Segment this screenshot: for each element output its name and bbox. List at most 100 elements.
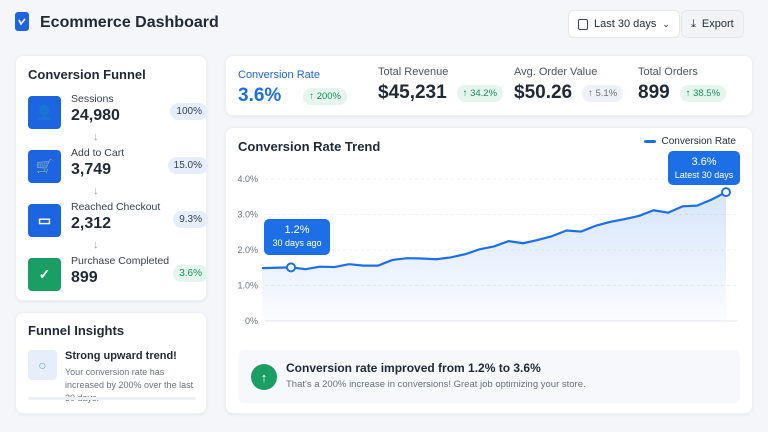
data-point bbox=[275, 267, 277, 269]
data-point bbox=[333, 266, 335, 268]
data-point bbox=[348, 263, 350, 265]
kpi-conversion-rate: Conversion Rate 3.6% ↑ 200% bbox=[238, 66, 347, 107]
funnel-step-label: Reached Checkout bbox=[71, 201, 161, 213]
funnel-step: ✓ Purchase Completed 899 3.6% bbox=[28, 255, 208, 292]
credit-card-icon: ▭ bbox=[28, 204, 61, 237]
calendar-icon bbox=[578, 18, 588, 30]
data-point bbox=[551, 235, 553, 237]
insight-heading: Strong upward trend! bbox=[65, 350, 177, 362]
date-range-select[interactable]: Last 30 days ⌄ bbox=[568, 10, 680, 38]
check-icon: ✓ bbox=[28, 258, 61, 291]
data-point bbox=[507, 240, 509, 242]
kpi-value-row: 899 ↑ 38.5% bbox=[638, 82, 727, 104]
kpi-value: $50.26 bbox=[514, 82, 573, 103]
data-point bbox=[721, 187, 731, 198]
data-point bbox=[261, 267, 263, 269]
data-point bbox=[667, 212, 669, 214]
summary-title: Conversion rate improved from 1.2% to 3.… bbox=[286, 361, 541, 375]
data-point bbox=[449, 256, 451, 258]
kpi-card: Conversion Rate 3.6% ↑ 200% Total Revenue… bbox=[225, 55, 753, 116]
funnel-step-value: 2,312 bbox=[71, 215, 112, 232]
funnel-step: 🛒 Add to Cart 3,749 15.0% bbox=[28, 147, 208, 184]
start-callout-label: 30 days ago bbox=[272, 238, 322, 248]
page-title: Ecommerce Dashboard bbox=[40, 14, 219, 31]
data-point bbox=[696, 204, 698, 206]
y-tick-label: 1.0% bbox=[237, 281, 258, 291]
data-point bbox=[565, 229, 567, 231]
kpi-total-revenue: Total Revenue $45,231 ↑ 34.2% bbox=[378, 66, 504, 104]
kpi-change-badge: ↑ 5.1% bbox=[582, 84, 624, 102]
kpi-label: Total Revenue bbox=[378, 66, 449, 78]
data-point bbox=[493, 245, 495, 247]
y-tick-label: 3.0% bbox=[237, 210, 258, 220]
y-tick-label: 4.0% bbox=[237, 174, 258, 184]
data-point bbox=[522, 242, 524, 244]
data-point bbox=[478, 248, 480, 250]
funnel-insights-card: Funnel Insights ○ Strong upward trend! Y… bbox=[15, 312, 207, 414]
export-label: Export bbox=[701, 18, 734, 30]
funnel-step-label: Purchase Completed bbox=[71, 255, 170, 267]
cart-icon: 🛒 bbox=[28, 150, 61, 183]
funnel-step-percent: 15.0% bbox=[167, 157, 208, 174]
start-callout: 1.2% 30 days ago bbox=[264, 219, 330, 255]
funnel-step: 👤 Sessions 24,980 100% bbox=[28, 93, 208, 130]
data-point bbox=[286, 262, 296, 273]
chart-legend: Conversion Rate bbox=[643, 136, 736, 147]
data-point bbox=[406, 257, 408, 259]
data-point bbox=[710, 198, 712, 200]
end-callout: 3.6% Latest 30 days bbox=[668, 151, 740, 185]
date-range-label: Last 30 days bbox=[594, 18, 657, 30]
data-point bbox=[464, 253, 466, 255]
kpi-total-orders: Total Orders 899 ↑ 38.5% bbox=[638, 66, 727, 104]
data-point bbox=[377, 264, 379, 266]
kpi-label: Total Orders bbox=[638, 66, 698, 78]
funnel-step-value: 899 bbox=[71, 269, 98, 286]
data-point bbox=[609, 221, 611, 223]
funnel-step-value: 24,980 bbox=[71, 107, 120, 124]
trend-chart: 0%1.0%2.0%3.0%4.0%Mar 25Mar 30Apr 4Apr 9… bbox=[237, 174, 738, 326]
data-point bbox=[594, 225, 596, 227]
conversion-funnel-card: Conversion Funnel 👤 Sessions 24,980 100%… bbox=[15, 55, 208, 301]
data-point bbox=[391, 259, 393, 261]
arrow-down-icon: ↓ bbox=[93, 131, 99, 143]
kpi-value: 899 bbox=[638, 82, 670, 103]
chevron-down-icon: ⌄ bbox=[662, 18, 670, 29]
funnel-title: Conversion Funnel bbox=[28, 67, 146, 82]
kpi-change-badge: ↑ 34.2% bbox=[456, 84, 504, 102]
kpi-change-badge: ↑ 38.5% bbox=[679, 84, 727, 102]
funnel-step-label: Sessions bbox=[71, 93, 114, 105]
y-tick-label: 0% bbox=[245, 316, 258, 326]
insight-progress-track bbox=[28, 397, 196, 400]
data-point bbox=[652, 209, 654, 211]
data-point bbox=[435, 258, 437, 260]
user-icon: 👤 bbox=[28, 96, 61, 129]
data-point bbox=[420, 257, 422, 259]
kpi-value-row: 3.6% ↑ 200% bbox=[238, 85, 347, 107]
lightbulb-icon: ○ bbox=[28, 350, 57, 380]
kpi-label: Avg. Order Value bbox=[514, 66, 598, 78]
legend-label: Conversion Rate bbox=[661, 136, 736, 147]
data-point bbox=[623, 218, 625, 220]
download-icon: ⤓ bbox=[691, 17, 696, 30]
arrow-down-icon: ↓ bbox=[93, 239, 99, 251]
data-point bbox=[362, 264, 364, 266]
kpi-label: Conversion Rate bbox=[238, 69, 320, 81]
export-button[interactable]: ⤓ Export bbox=[681, 10, 744, 38]
data-point bbox=[304, 268, 306, 270]
end-callout-label: Latest 30 days bbox=[674, 170, 734, 180]
shopping-bag-icon bbox=[18, 18, 26, 26]
chart-title: Conversion Rate Trend bbox=[238, 139, 381, 154]
funnel-step-value: 3,749 bbox=[71, 161, 112, 178]
data-point bbox=[319, 265, 321, 267]
funnel-step-label: Add to Cart bbox=[71, 147, 125, 159]
summary-banner: ↑ Conversion rate improved from 1.2% to … bbox=[238, 350, 740, 403]
arrow-down-icon: ↓ bbox=[93, 185, 99, 197]
kpi-value-row: $50.26 ↑ 5.1% bbox=[514, 82, 624, 104]
kpi-value: $45,231 bbox=[378, 82, 447, 103]
y-tick-label: 2.0% bbox=[237, 245, 258, 255]
app-logo bbox=[15, 12, 29, 31]
kpi-change-badge: ↑ 200% bbox=[303, 87, 347, 105]
data-point bbox=[681, 205, 683, 207]
arrow-up-icon: ↑ bbox=[251, 364, 277, 390]
funnel-step-percent: 9.3% bbox=[173, 211, 208, 228]
